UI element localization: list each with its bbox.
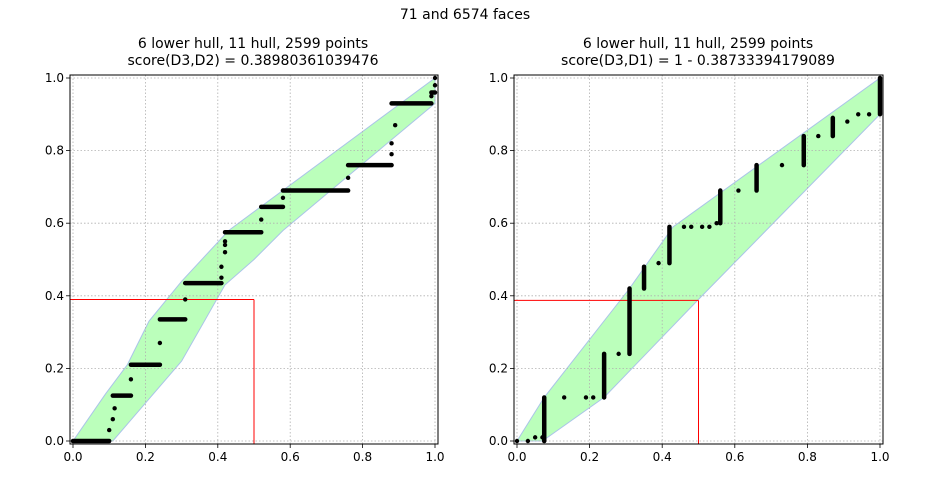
- right-data-point: [689, 224, 694, 230]
- left-y-tick-label: 0.4: [45, 289, 64, 303]
- right-data-point: [514, 438, 520, 444]
- right-data-point: [866, 112, 872, 117]
- left-x-tick-label: 0.0: [63, 450, 82, 464]
- right-data-point: [656, 260, 661, 266]
- left-plot-title: 6 lower hull, 11 hull, 2599 points score…: [63, 36, 443, 70]
- right-y-tick-label: 1.0: [489, 71, 508, 85]
- right-x-tick-label: 0.0: [507, 450, 526, 464]
- left-data-point: [110, 417, 116, 422]
- right-data-point: [583, 395, 589, 400]
- right-axes-frame: [513, 74, 884, 445]
- right-x-tick-label: 0.2: [580, 450, 599, 464]
- right-data-point: [714, 221, 719, 226]
- left-y-tick-label: 0.0: [45, 434, 64, 448]
- right-plot-title-line1: 6 lower hull, 11 hull, 2599 points: [582, 36, 814, 52]
- left-x-tick-label: 0.4: [208, 450, 227, 464]
- right-x-tick-label: 0.6: [725, 450, 744, 464]
- left-data-point: [222, 239, 228, 244]
- left-data-point: [280, 195, 286, 200]
- left-x-tick-label: 0.6: [281, 450, 300, 464]
- right-data-point: [736, 188, 741, 193]
- left-plot: 0.0 0.2 0.4 0.6 0.8 1.0 0.0 0.2 0.4 0.6 0.8 1.0: [45, 71, 445, 464]
- right-y-tick-label: 0.2: [489, 361, 508, 375]
- right-y-tick-label: 0.6: [489, 216, 508, 230]
- left-data-point: [389, 152, 394, 157]
- right-data-point: [616, 351, 621, 357]
- left-data-point: [345, 175, 351, 181]
- left-plot-title-line1: 6 lower hull, 11 hull, 2599 points: [137, 36, 369, 52]
- right-data-point: [540, 435, 545, 440]
- left-data-point: [222, 242, 228, 248]
- right-y-tick-label: 0.4: [489, 289, 508, 303]
- right-data-point: [532, 435, 538, 440]
- left-y-tick-label: 0.6: [45, 216, 64, 230]
- right-data-point: [845, 119, 850, 124]
- left-y-tick-label: 0.2: [45, 361, 64, 375]
- right-data-point: [816, 133, 821, 139]
- left-data-point: [157, 340, 163, 346]
- right-data-point: [525, 438, 531, 444]
- left-data-point: [128, 377, 134, 382]
- right-x-tick-label: 1.0: [870, 450, 889, 464]
- left-x-tick-label: 0.8: [353, 450, 372, 464]
- right-y-tick-label: 0.8: [489, 144, 508, 158]
- right-data-point: [561, 395, 567, 400]
- right-data-point: [699, 224, 705, 230]
- left-data-point: [219, 264, 224, 269]
- left-data-point: [222, 250, 228, 255]
- left-data-point: [429, 93, 434, 99]
- right-data-point: [591, 395, 596, 400]
- figure-suptitle: 71 and 6574 faces: [399, 7, 531, 23]
- left-data-point: [219, 275, 224, 280]
- left-data-point: [389, 141, 394, 146]
- right-x-tick-label: 0.4: [653, 450, 672, 464]
- left-data-point: [432, 75, 438, 81]
- left-data-point: [107, 427, 112, 433]
- right-plot: 0.0 0.2 0.4 0.6 0.8 1.0 0.0 0.2 0.4 0.6 0.8 1.0: [489, 71, 890, 464]
- left-data-point: [392, 122, 398, 128]
- left-axes-frame: [69, 74, 439, 445]
- left-data-point: [112, 406, 117, 411]
- left-plot-title-line2: score(D3,D2) = 0.38980361039476: [127, 53, 379, 69]
- left-x-tick-label: 0.2: [136, 450, 155, 464]
- right-data-point: [707, 224, 712, 230]
- left-data-point: [259, 217, 264, 222]
- right-data-point: [681, 224, 687, 230]
- left-x-tick-label: 1.0: [425, 450, 444, 464]
- right-plot-title: 6 lower hull, 11 hull, 2599 points score…: [508, 36, 888, 70]
- left-data-point: [183, 297, 188, 302]
- right-x-tick-label: 0.8: [798, 450, 817, 464]
- left-y-tick-label: 0.8: [45, 144, 64, 158]
- right-y-tick-label: 0.0: [489, 434, 508, 448]
- right-data-point: [779, 162, 785, 168]
- right-plot-title-line2: score(D3,D1) = 1 - 0.38733394179089: [561, 53, 835, 69]
- right-data-point: [856, 112, 861, 117]
- left-data-point: [432, 83, 438, 88]
- left-y-tick-label: 1.0: [45, 71, 64, 85]
